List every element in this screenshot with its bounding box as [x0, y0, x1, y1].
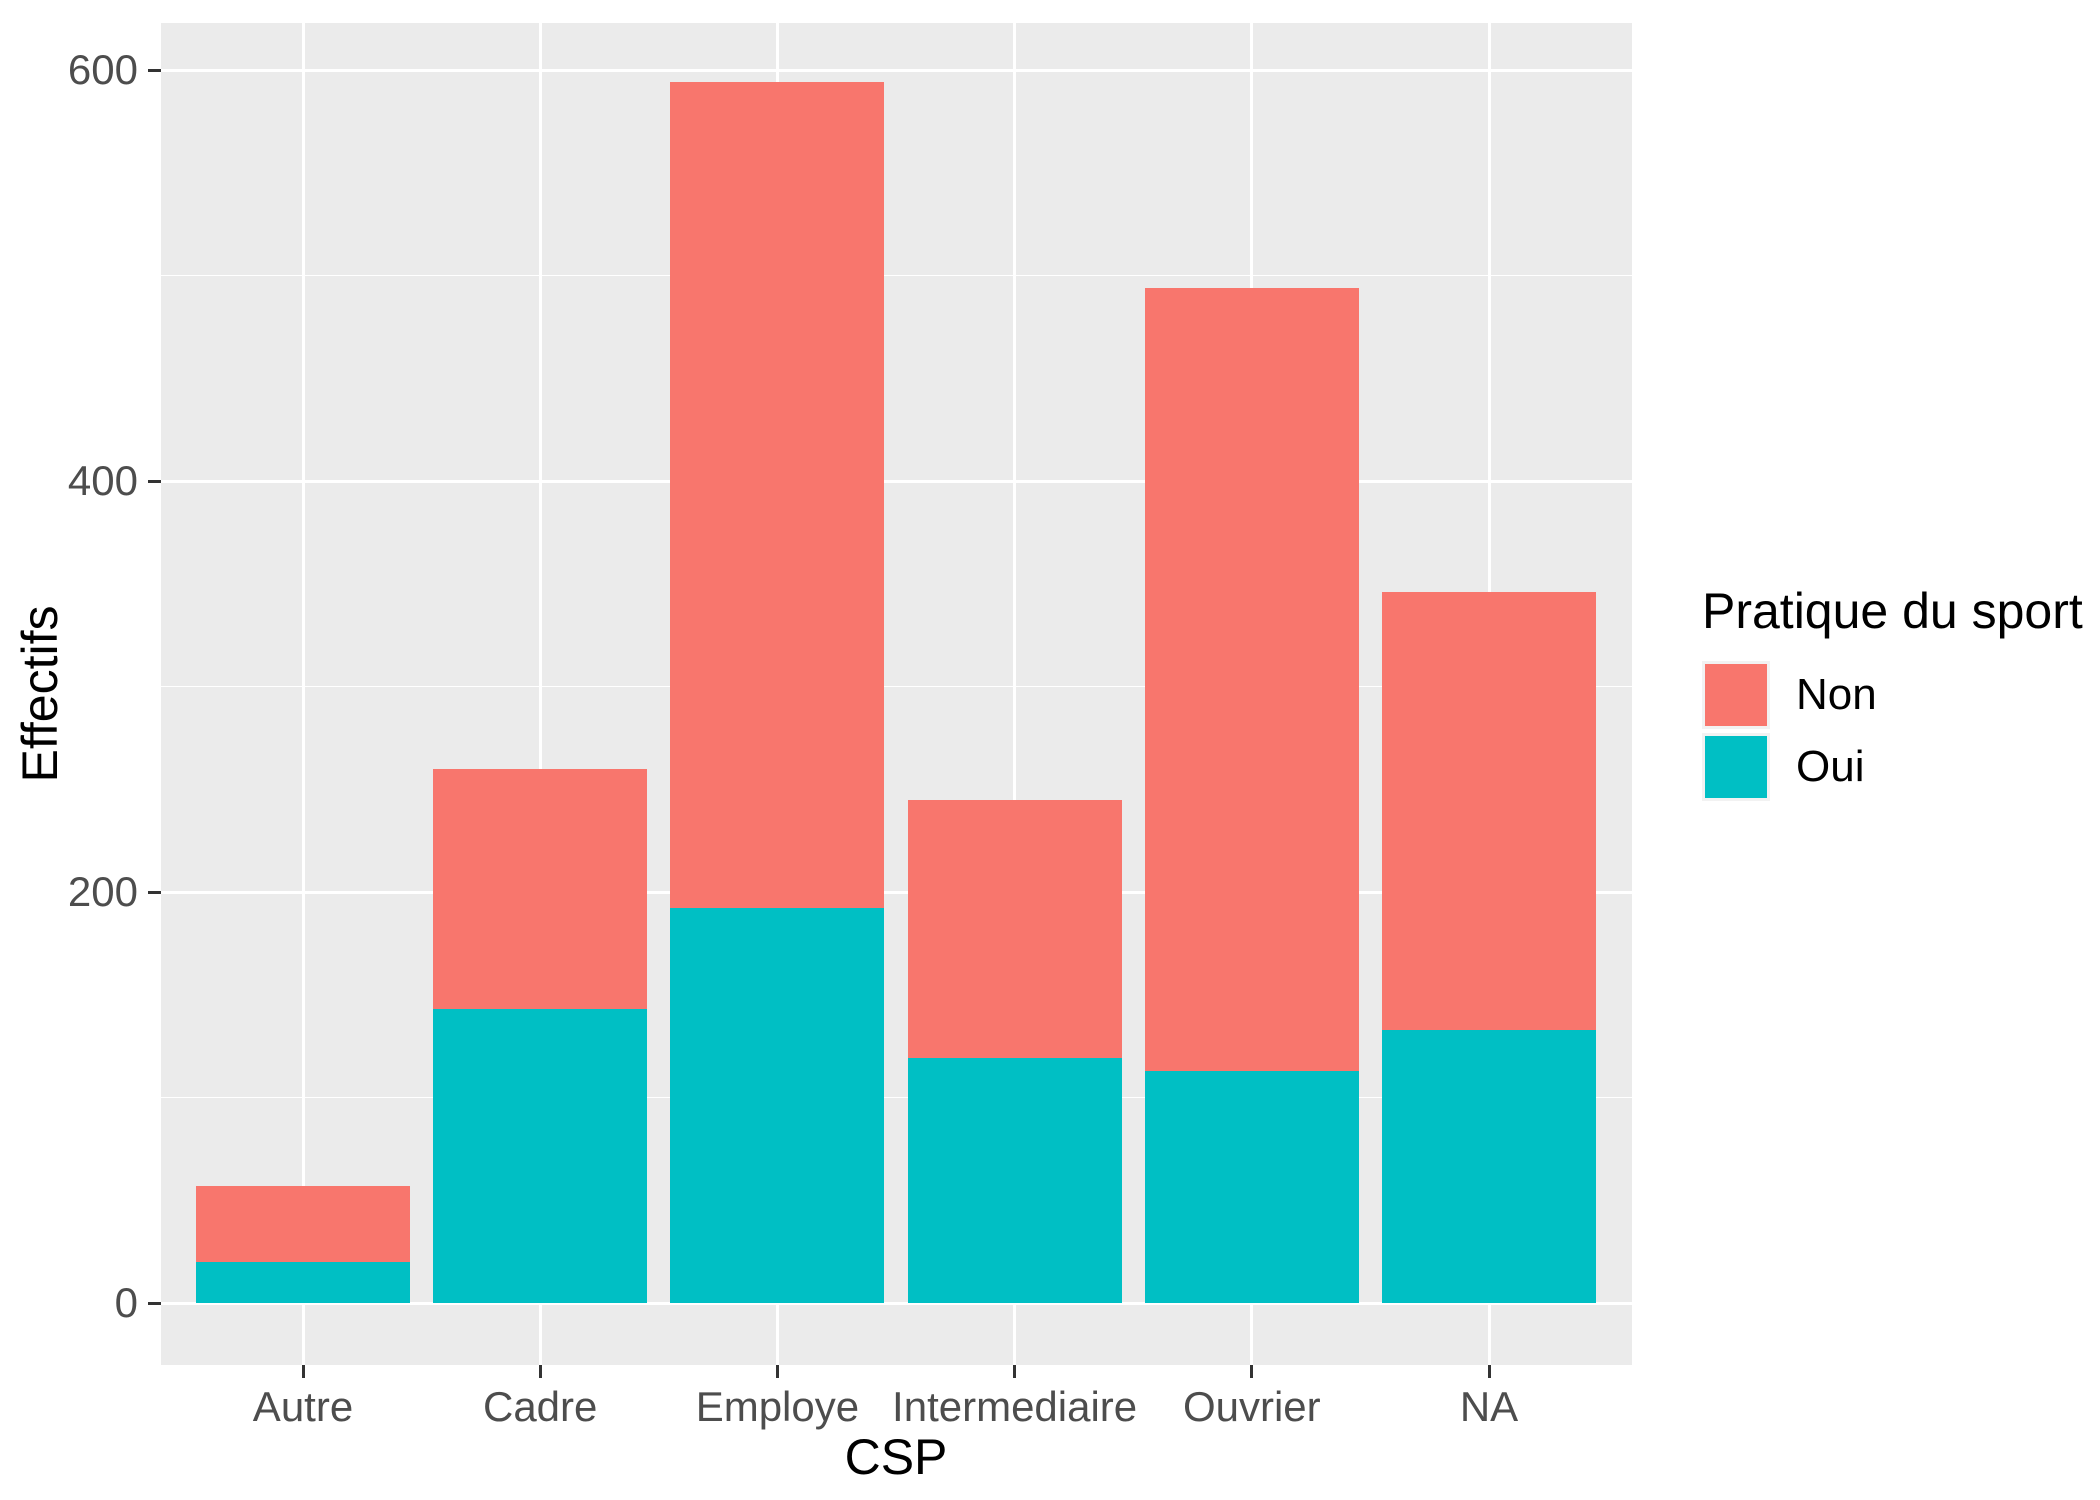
legend-entries: Non Oui — [1702, 661, 2083, 801]
bar-segment-intermediaire-oui — [907, 1058, 1122, 1303]
y-tick-label-0: 0 — [114, 1279, 138, 1326]
legend-swatch-oui — [1702, 733, 1770, 801]
x-tick-label-autre: Autre — [252, 1383, 354, 1430]
gridline-major-y-0 — [161, 1301, 1632, 1305]
y-tick-label-600: 600 — [67, 46, 138, 93]
legend-title: Pratique du sport — [1702, 583, 2083, 639]
x-tick-mark-employe — [775, 1365, 779, 1378]
bar-segment-na-non — [1382, 591, 1596, 1030]
plot-panel — [161, 23, 1632, 1365]
bar-segment-ouvrier-non — [1144, 287, 1359, 1071]
gridline-x-cadre — [538, 23, 542, 1365]
bar-segment-employe-non — [670, 82, 885, 909]
x-tick-mark-ouvrier — [1250, 1365, 1254, 1378]
bar-segment-autre-oui — [196, 1261, 410, 1303]
bar-segment-employe-oui — [670, 908, 885, 1303]
legend-entry-non: Non — [1702, 661, 2083, 729]
x-tick-mark-autre — [301, 1365, 305, 1378]
gridline-major-y-400 — [161, 479, 1632, 483]
gridline-minor-y-100 — [161, 1096, 1632, 1099]
bar-segment-na-oui — [1382, 1029, 1596, 1303]
legend-swatch-non — [1702, 661, 1770, 729]
y-tick-mark-200 — [148, 890, 161, 894]
y-tick-mark-0 — [148, 1301, 161, 1305]
gridline-major-y-200 — [161, 890, 1632, 894]
x-tick-label-ouvrier: Ouvrier — [1182, 1383, 1321, 1430]
x-tick-mark-intermediaire — [1013, 1365, 1017, 1378]
legend-entry-oui: Oui — [1702, 733, 2083, 801]
x-tick-label-intermediaire: Intermediaire — [892, 1383, 1138, 1430]
x-tick-label-cadre: Cadre — [482, 1383, 598, 1430]
bar-segment-cadre-non — [433, 768, 648, 1010]
legend: Pratique du sport Non Oui — [1702, 583, 2083, 805]
x-tick-label-employe: Employe — [695, 1383, 860, 1430]
bar-segment-cadre-oui — [433, 1009, 648, 1303]
gridline-major-y-600 — [161, 68, 1632, 72]
y-tick-label-400: 400 — [67, 457, 138, 504]
x-tick-label-na: NA — [1459, 1383, 1519, 1430]
legend-label-oui: Oui — [1796, 742, 1865, 791]
gridline-minor-y-300 — [161, 685, 1632, 688]
y-axis-title: Effectifs — [12, 605, 68, 783]
gridline-minor-y-500 — [161, 274, 1632, 277]
y-tick-label-200: 200 — [67, 868, 138, 915]
gridline-x-autre — [301, 23, 305, 1365]
x-axis-title: CSP — [844, 1429, 948, 1485]
x-tick-mark-cadre — [538, 1365, 542, 1378]
bar-segment-intermediaire-non — [907, 799, 1122, 1059]
bar-segment-ouvrier-oui — [1144, 1070, 1359, 1303]
gridline-x-intermediaire — [1013, 23, 1017, 1365]
legend-label-non: Non — [1796, 670, 1877, 719]
y-tick-mark-600 — [148, 68, 161, 72]
bar-segment-autre-non — [196, 1185, 410, 1262]
x-tick-mark-na — [1487, 1365, 1491, 1378]
y-tick-mark-400 — [148, 479, 161, 483]
